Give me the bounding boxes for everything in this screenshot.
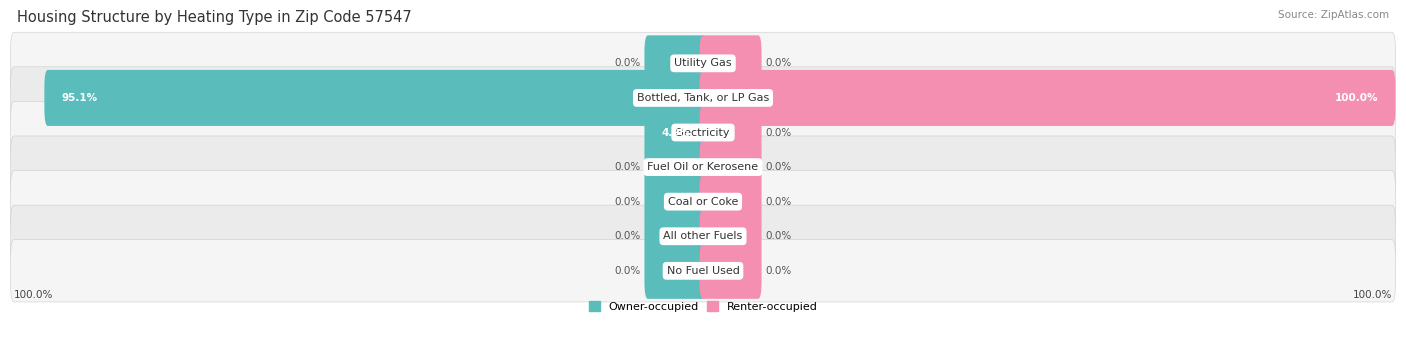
Legend: Owner-occupied, Renter-occupied: Owner-occupied, Renter-occupied	[583, 297, 823, 316]
FancyBboxPatch shape	[700, 35, 762, 91]
Text: 0.0%: 0.0%	[765, 266, 792, 276]
FancyBboxPatch shape	[700, 174, 762, 230]
FancyBboxPatch shape	[11, 240, 1395, 302]
Text: 0.0%: 0.0%	[614, 231, 641, 241]
Text: No Fuel Used: No Fuel Used	[666, 266, 740, 276]
FancyBboxPatch shape	[11, 32, 1395, 94]
FancyBboxPatch shape	[11, 205, 1395, 267]
FancyBboxPatch shape	[700, 104, 762, 161]
Text: 0.0%: 0.0%	[765, 58, 792, 68]
Text: 100.0%: 100.0%	[1353, 290, 1392, 300]
Text: Housing Structure by Heating Type in Zip Code 57547: Housing Structure by Heating Type in Zip…	[17, 10, 412, 25]
FancyBboxPatch shape	[644, 104, 706, 161]
FancyBboxPatch shape	[644, 243, 706, 299]
FancyBboxPatch shape	[11, 101, 1395, 164]
Text: 0.0%: 0.0%	[765, 231, 792, 241]
FancyBboxPatch shape	[644, 35, 706, 91]
Text: All other Fuels: All other Fuels	[664, 231, 742, 241]
Text: 95.1%: 95.1%	[62, 93, 98, 103]
Text: Electricity: Electricity	[675, 128, 731, 137]
Text: Utility Gas: Utility Gas	[675, 58, 731, 68]
Text: Fuel Oil or Kerosene: Fuel Oil or Kerosene	[647, 162, 759, 172]
FancyBboxPatch shape	[45, 70, 706, 126]
FancyBboxPatch shape	[700, 70, 1395, 126]
Text: 0.0%: 0.0%	[765, 197, 792, 207]
Text: 0.0%: 0.0%	[614, 197, 641, 207]
Text: Source: ZipAtlas.com: Source: ZipAtlas.com	[1278, 10, 1389, 20]
FancyBboxPatch shape	[700, 243, 762, 299]
FancyBboxPatch shape	[644, 139, 706, 195]
Text: 100.0%: 100.0%	[1334, 93, 1378, 103]
Text: 0.0%: 0.0%	[614, 266, 641, 276]
Text: 0.0%: 0.0%	[765, 128, 792, 137]
Text: Coal or Coke: Coal or Coke	[668, 197, 738, 207]
FancyBboxPatch shape	[11, 67, 1395, 129]
Text: 0.0%: 0.0%	[614, 162, 641, 172]
FancyBboxPatch shape	[11, 170, 1395, 233]
FancyBboxPatch shape	[700, 208, 762, 264]
FancyBboxPatch shape	[644, 208, 706, 264]
Text: 0.0%: 0.0%	[614, 58, 641, 68]
FancyBboxPatch shape	[11, 136, 1395, 198]
Text: Bottled, Tank, or LP Gas: Bottled, Tank, or LP Gas	[637, 93, 769, 103]
Text: 0.0%: 0.0%	[765, 162, 792, 172]
Text: 4.9%: 4.9%	[662, 128, 690, 137]
Text: 100.0%: 100.0%	[14, 290, 53, 300]
FancyBboxPatch shape	[644, 174, 706, 230]
FancyBboxPatch shape	[700, 139, 762, 195]
